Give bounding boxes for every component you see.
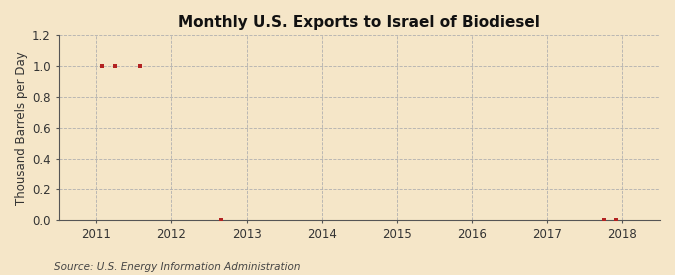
Point (134, 64, 145, 68)
Text: Source: U.S. Energy Information Administration: Source: U.S. Energy Information Administ… (54, 262, 300, 272)
Point (109, 64, 120, 68)
Point (97, 64, 108, 68)
Point (216, 218, 227, 222)
Point (598, 218, 609, 222)
Title: Monthly U.S. Exports to Israel of Biodiesel: Monthly U.S. Exports to Israel of Biodie… (178, 15, 540, 30)
Y-axis label: Thousand Barrels per Day: Thousand Barrels per Day (15, 51, 28, 205)
Point (611, 218, 622, 222)
